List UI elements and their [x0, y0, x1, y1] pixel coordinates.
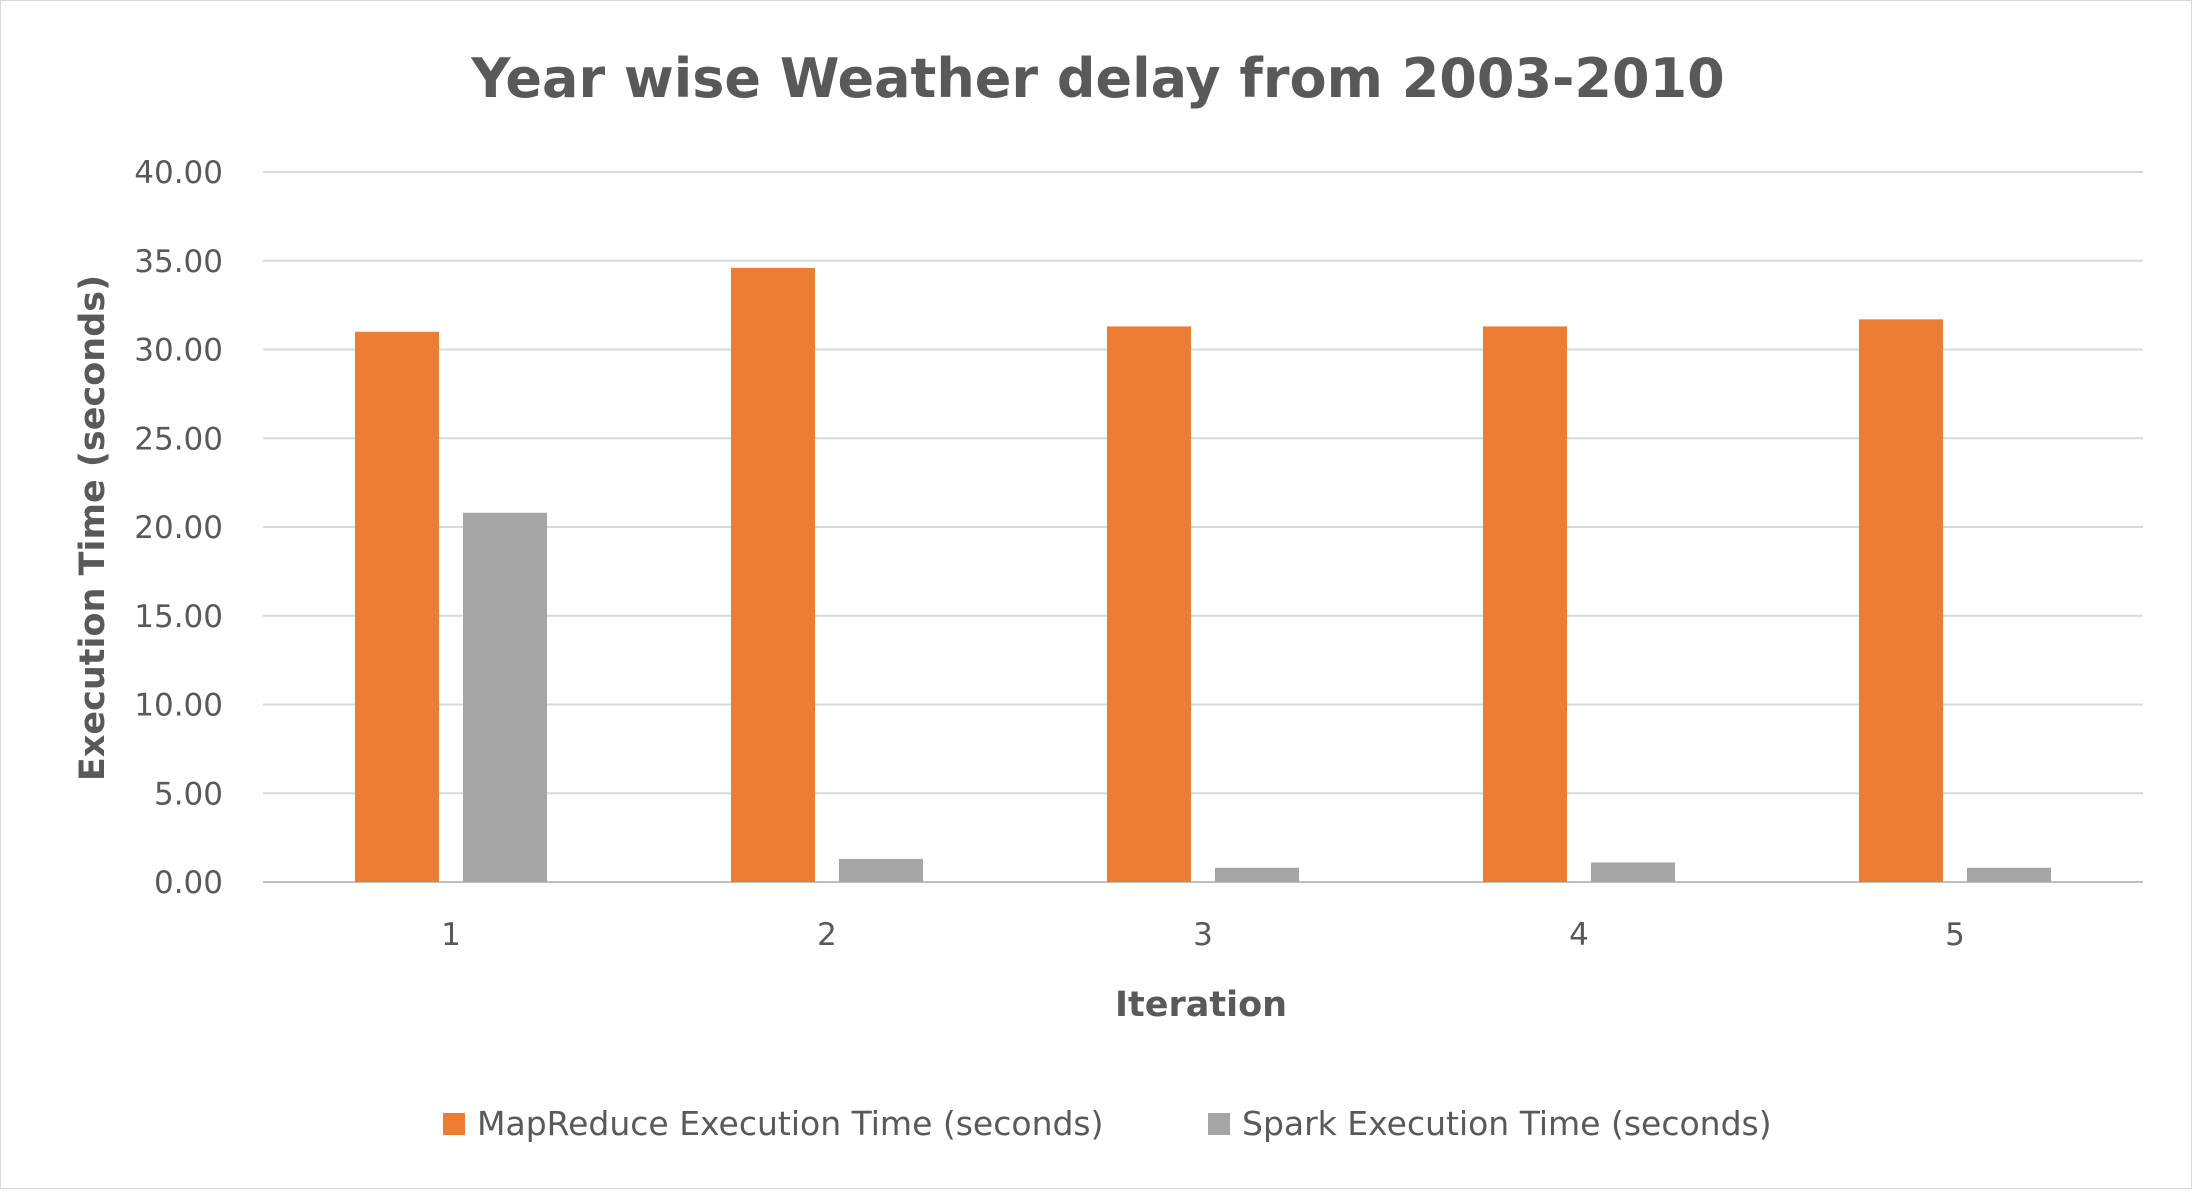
bars — [355, 267, 2051, 883]
y-tick-label: 10.00 — [134, 688, 223, 724]
bar-spark-4 — [1591, 862, 1675, 882]
legend: MapReduce Execution Time (seconds) Spark … — [443, 1104, 1772, 1143]
bar-spark-3 — [1215, 867, 1299, 882]
y-tick-label: 35.00 — [134, 244, 223, 280]
y-tick-label: 25.00 — [134, 421, 223, 457]
y-tick-label: 15.00 — [134, 599, 223, 635]
legend-label: MapReduce Execution Time (seconds) — [477, 1104, 1104, 1143]
bar-mapreduce-5 — [1859, 319, 1943, 882]
y-tick-label: 0.00 — [154, 865, 223, 901]
gridlines — [263, 171, 2143, 883]
x-tick-label: 1 — [441, 917, 461, 953]
chart-title: Year wise Weather delay from 2003-2010 — [470, 47, 1724, 110]
legend-label: Spark Execution Time (seconds) — [1242, 1104, 1772, 1143]
y-tick-label: 20.00 — [134, 510, 223, 546]
y-tick-label: 30.00 — [134, 333, 223, 369]
x-axis-ticks: 1 2 3 4 5 — [441, 917, 1965, 953]
bar-spark-5 — [1967, 867, 2051, 882]
bar-spark-1 — [463, 512, 547, 882]
x-tick-label: 4 — [1569, 917, 1589, 953]
legend-swatch — [1208, 1113, 1230, 1135]
bar-mapreduce-2 — [731, 267, 815, 883]
bar-mapreduce-3 — [1107, 326, 1191, 882]
y-tick-label: 40.00 — [134, 155, 223, 191]
x-tick-label: 2 — [817, 917, 837, 953]
x-axis-title: Iteration — [1115, 985, 1287, 1025]
y-axis-title: Execution Time (seconds) — [73, 275, 113, 781]
x-tick-label: 5 — [1945, 917, 1965, 953]
legend-swatch — [443, 1113, 465, 1135]
bar-mapreduce-1 — [355, 331, 439, 882]
x-tick-label: 3 — [1193, 917, 1213, 953]
bar-spark-2 — [839, 858, 923, 882]
y-axis-ticks: 0.00 5.00 10.00 15.00 20.00 25.00 30.00 35.00 40… — [134, 155, 223, 901]
y-tick-label: 5.00 — [154, 776, 223, 812]
bar-mapreduce-4 — [1483, 326, 1567, 882]
